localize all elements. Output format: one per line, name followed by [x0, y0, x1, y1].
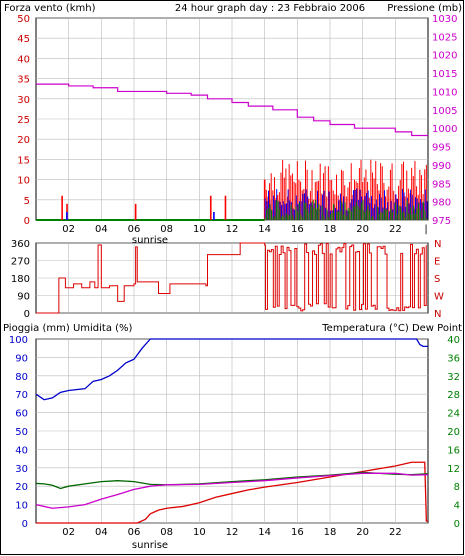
- pressure-tick-label: 980: [432, 198, 451, 209]
- temperature-tick-label: 20: [447, 427, 460, 438]
- direction-tick-label: 180: [11, 274, 30, 285]
- wind-tick-label: 30: [17, 95, 30, 106]
- compass-label: W: [434, 292, 444, 303]
- x-tick-label: 20: [356, 224, 369, 235]
- x-tick-label: 16: [291, 224, 304, 235]
- x-tick-label: 04: [95, 527, 108, 538]
- humidity-tick-label: 20: [15, 482, 28, 493]
- temperature-tick-label: 8: [454, 482, 460, 493]
- wind-tick-label: 5: [24, 196, 30, 207]
- wind-tick-label: 20: [17, 135, 30, 146]
- humidity-tick-label: 90: [15, 353, 28, 364]
- temperature-tick-label: 32: [447, 372, 460, 383]
- pressure-tick-label: 1015: [432, 69, 457, 80]
- humidity-tick-label: 50: [15, 427, 28, 438]
- temperature-tick-label: 24: [447, 409, 460, 420]
- x-tick-label: 06: [128, 527, 141, 538]
- x-tick-label: 08: [160, 224, 173, 235]
- pressure-axis-title: Pressione (mb): [387, 3, 462, 14]
- wind-tick-label: 50: [17, 14, 30, 25]
- dewpoint-line: [35, 472, 429, 509]
- compass-label: S: [434, 274, 440, 285]
- humidity-tick-label: 0: [22, 519, 28, 530]
- wind-tick-label: 45: [17, 34, 30, 45]
- pressure-tick-label: 1020: [432, 51, 457, 62]
- wind-tick-label: 0: [24, 216, 30, 227]
- temperature-tick-label: 4: [454, 501, 460, 512]
- temperature-tick-label: 40: [447, 335, 460, 346]
- humidity-tick-label: 40: [15, 445, 28, 456]
- x-tick-label: 10: [193, 224, 206, 235]
- pressure-tick-label: 990: [432, 161, 451, 172]
- pressure-tick-label: 995: [432, 143, 451, 154]
- pressure-tick-label: 1005: [432, 106, 457, 117]
- wind-axis-title: Forza vento (kmh): [4, 3, 96, 14]
- rain-line: [36, 461, 428, 524]
- wind-pressure-panel: 0510152025303540455097598098599099510001…: [17, 14, 457, 235]
- temperature-tick-label: 28: [447, 390, 460, 401]
- x-tick-label: 18: [324, 224, 337, 235]
- x-tick-label: 14: [258, 527, 271, 538]
- rain-humidity-axis-title: Pioggia (mm) Umidita (%): [3, 323, 133, 334]
- sunrise-label: sunrise: [132, 235, 168, 246]
- x-tick-label: 14: [258, 224, 271, 235]
- direction-tick-label: 360: [11, 239, 30, 250]
- wind-tick-label: 15: [17, 155, 30, 166]
- compass-label: N: [434, 239, 441, 250]
- humidity-temp-panel: 0102030405060708090100048121620242832364…: [9, 335, 460, 538]
- pressure-tick-label: 1030: [432, 14, 457, 25]
- wind-direction-panel: 0 N 90 W 180 S 270 E 360 N: [11, 239, 444, 320]
- x-tick-label: 12: [226, 224, 239, 235]
- direction-tick-label: 0: [24, 309, 30, 320]
- humidity-tick-label: 70: [15, 390, 28, 401]
- temperature-line: [35, 471, 429, 490]
- x-end-tick: |: [424, 224, 427, 235]
- pressure-line: [36, 83, 428, 137]
- temperature-tick-label: 0: [454, 519, 460, 530]
- temp-dewpoint-axis-title: Temperatura (°C) Dew Point: [321, 323, 462, 334]
- temperature-tick-label: 12: [447, 464, 460, 475]
- wind-tick-label: 40: [17, 54, 30, 65]
- x-tick-label: 02: [62, 224, 75, 235]
- x-tick-label: 04: [95, 224, 108, 235]
- x-tick-label: 12: [226, 527, 239, 538]
- humidity-tick-label: 60: [15, 409, 28, 420]
- humidity-tick-label: 100: [9, 335, 28, 346]
- wind-direction-line: [36, 242, 427, 314]
- wind-tick-label: 35: [17, 75, 30, 86]
- pressure-tick-label: 1000: [432, 124, 457, 135]
- x-tick-label: 06: [128, 224, 141, 235]
- humidity-tick-label: 10: [15, 501, 28, 512]
- humidity-line: [35, 338, 428, 401]
- x-tick-label: 22: [389, 527, 402, 538]
- x-tick-label: 02: [62, 527, 75, 538]
- wind-tick-label: 10: [17, 176, 30, 187]
- temperature-tick-label: 36: [447, 353, 460, 364]
- x-tick-label: 08: [160, 527, 173, 538]
- compass-label: E: [434, 257, 440, 268]
- direction-tick-label: 90: [17, 292, 30, 303]
- temperature-tick-label: 16: [447, 445, 460, 456]
- chart-title: 24 hour graph day : 23 Febbraio 2006: [175, 3, 365, 14]
- pressure-tick-label: 1010: [432, 87, 457, 98]
- humidity-tick-label: 80: [15, 372, 28, 383]
- sunrise-label-bottom: sunrise: [132, 540, 168, 551]
- compass-label: N: [434, 309, 441, 320]
- humidity-tick-label: 30: [15, 464, 28, 475]
- x-tick-label: 16: [291, 527, 304, 538]
- direction-tick-label: 270: [11, 257, 30, 268]
- wind-tick-label: 25: [17, 115, 30, 126]
- x-tick-label: 10: [193, 527, 206, 538]
- x-tick-label: 20: [356, 527, 369, 538]
- pressure-tick-label: 1025: [432, 32, 457, 43]
- x-tick-label: 18: [324, 527, 337, 538]
- x-tick-label: 22: [389, 224, 402, 235]
- pressure-tick-label: 985: [432, 179, 451, 190]
- pressure-tick-label: 975: [432, 216, 451, 227]
